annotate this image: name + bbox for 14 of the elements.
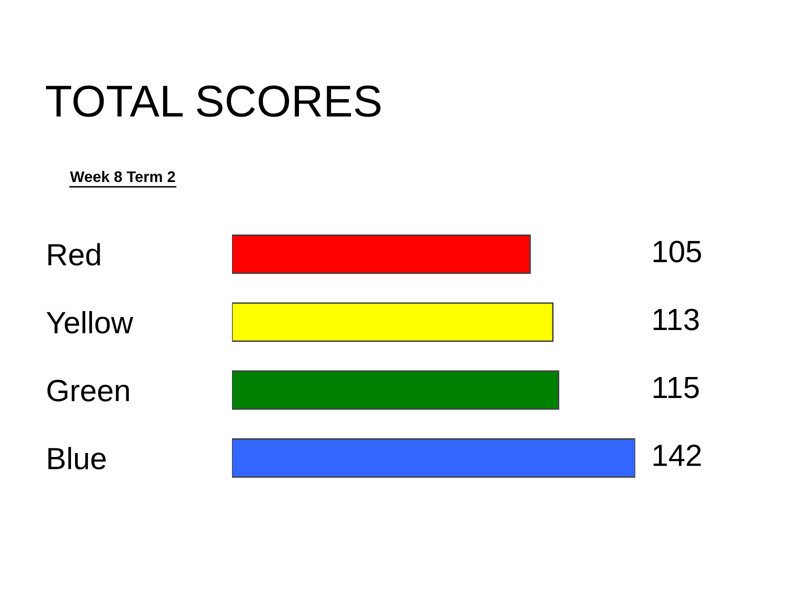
data-label: 142 [654,444,701,466]
data-label: 115 [654,376,699,398]
y-tick-label: Green [47,380,129,402]
chart-title: TOTAL SCORES [46,85,381,117]
bar [232,302,554,342]
data-label: 105 [654,240,702,262]
y-tick-label: Yellow [46,311,134,334]
y-tick-label: Red [48,243,100,266]
bar [232,370,560,410]
y-tick-label: Blue [48,446,106,470]
bar [232,234,531,274]
data-label: 113 [654,308,699,330]
chart-subtitle: Week 8 Term 2 [70,170,175,182]
bar [232,438,636,478]
